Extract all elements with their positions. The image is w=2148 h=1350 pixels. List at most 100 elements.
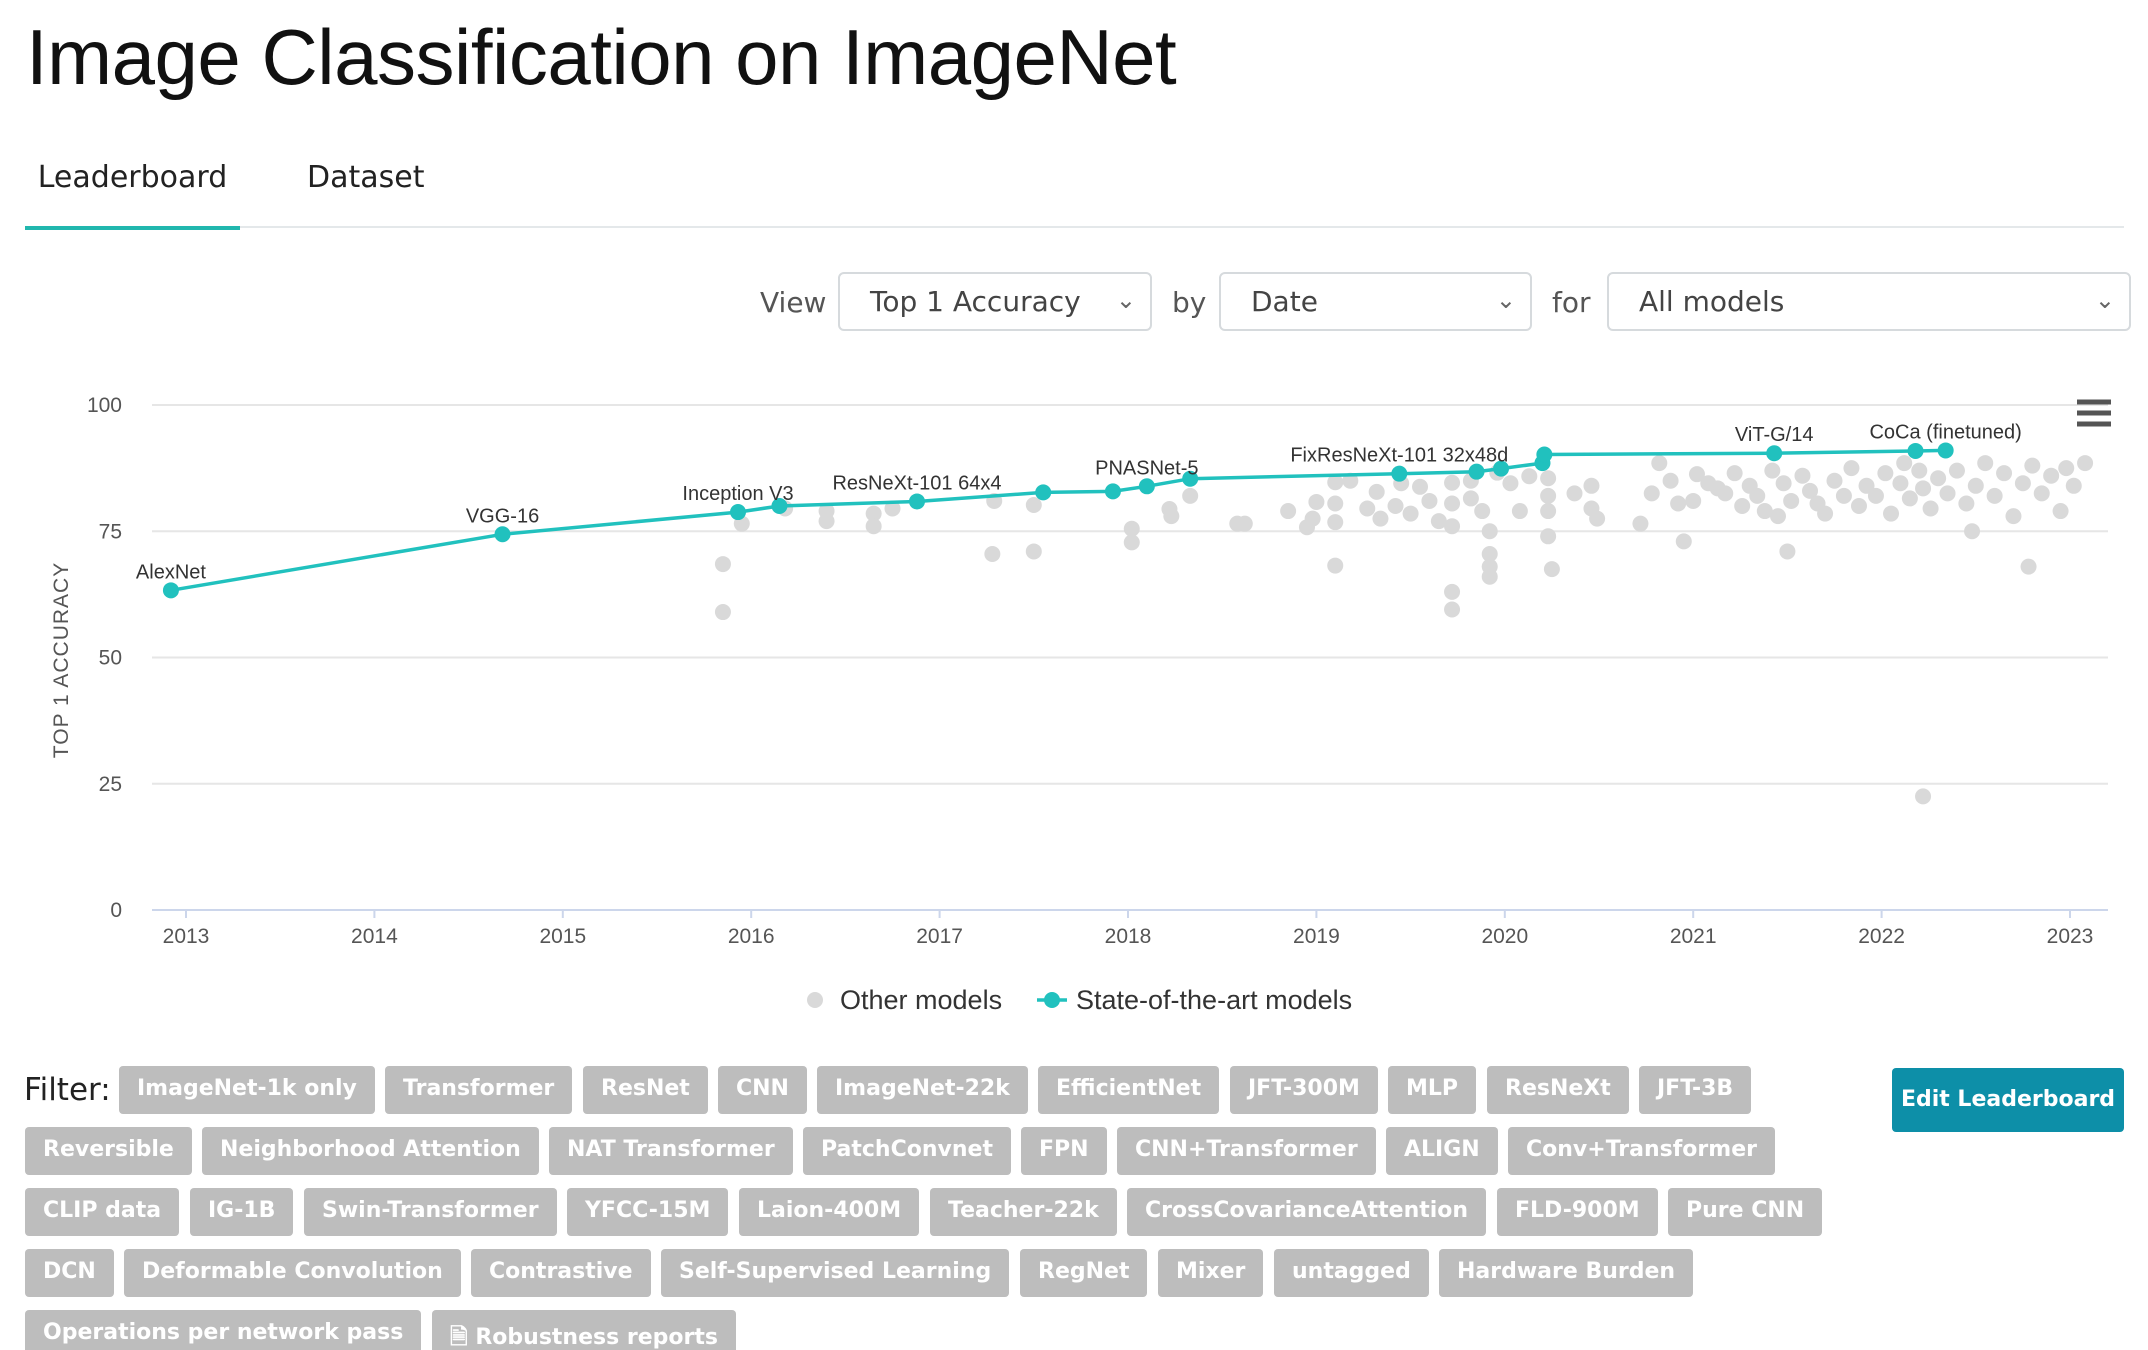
other-model-point[interactable] xyxy=(865,505,882,522)
filter-tag-imagenet-1k-only[interactable]: ImageNet-1k only xyxy=(119,1066,375,1114)
sota-model-point[interactable] xyxy=(1766,445,1783,462)
other-model-point[interactable] xyxy=(1964,523,1981,540)
other-model-point[interactable] xyxy=(1481,568,1498,585)
other-model-point[interactable] xyxy=(2033,485,2050,502)
other-model-point[interactable] xyxy=(1444,583,1461,600)
filter-tag-swin-transformer[interactable]: Swin-Transformer xyxy=(304,1188,557,1236)
other-model-point[interactable] xyxy=(1589,510,1606,527)
other-model-point[interactable] xyxy=(714,556,731,573)
other-model-point[interactable] xyxy=(1327,474,1344,491)
other-model-point[interactable] xyxy=(1421,492,1438,509)
other-model-point[interactable] xyxy=(1958,495,1975,512)
filter-tag-clip-data[interactable]: CLIP data xyxy=(25,1188,180,1236)
other-model-point[interactable] xyxy=(1717,485,1734,502)
filter-tag-teacher-22k[interactable]: Teacher-22k xyxy=(930,1188,1117,1236)
filter-tag-robustness-reports[interactable]: 🗎 Robustness reports xyxy=(432,1310,736,1350)
other-model-point[interactable] xyxy=(1779,543,1796,560)
filter-tag-imagenet-22k[interactable]: ImageNet-22k xyxy=(817,1066,1028,1114)
filter-tag-pure-cnn[interactable]: Pure CNN xyxy=(1668,1188,1823,1236)
other-model-point[interactable] xyxy=(1543,561,1560,578)
other-model-point[interactable] xyxy=(884,500,901,517)
filter-tag-crosscovarianceattention[interactable]: CrossCovarianceAttention xyxy=(1127,1188,1487,1236)
other-model-point[interactable] xyxy=(1850,498,1867,514)
other-model-point[interactable] xyxy=(2014,475,2031,492)
filter-tag-efficientnet[interactable]: EfficientNet xyxy=(1038,1066,1220,1114)
other-model-point[interactable] xyxy=(2024,457,2041,474)
other-model-point[interactable] xyxy=(1764,462,1781,479)
other-model-point[interactable] xyxy=(1783,492,1800,509)
filter-tag-regnet[interactable]: RegNet xyxy=(1020,1249,1148,1297)
by-select[interactable]: Date ⌄ xyxy=(1219,272,1532,331)
other-model-point[interactable] xyxy=(2020,558,2037,575)
filter-tag-conv-transformer[interactable]: Conv+Transformer xyxy=(1508,1127,1775,1175)
other-model-point[interactable] xyxy=(1236,515,1253,532)
other-model-point[interactable] xyxy=(1675,533,1692,550)
other-model-point[interactable] xyxy=(1726,465,1743,482)
other-model-point[interactable] xyxy=(1977,455,1994,472)
other-model-point[interactable] xyxy=(1877,465,1894,482)
other-model-point[interactable] xyxy=(1930,470,1947,487)
filter-tag-dcn[interactable]: DCN xyxy=(25,1249,114,1297)
other-model-point[interactable] xyxy=(2052,503,2069,520)
other-model-point[interactable] xyxy=(1756,503,1773,520)
other-model-point[interactable] xyxy=(1327,514,1344,531)
other-model-point[interactable] xyxy=(1025,496,1042,513)
other-model-point[interactable] xyxy=(1444,474,1461,491)
other-model-point[interactable] xyxy=(1402,505,1419,522)
other-model-point[interactable] xyxy=(1511,503,1528,520)
other-model-point[interactable] xyxy=(1359,500,1376,517)
other-model-point[interactable] xyxy=(1368,483,1385,500)
other-model-point[interactable] xyxy=(1769,508,1786,525)
legend-sota-label[interactable]: State-of-the-art models xyxy=(1076,985,1352,1015)
other-model-point[interactable] xyxy=(1817,505,1834,522)
other-model-point[interactable] xyxy=(1794,467,1811,484)
other-model-point[interactable] xyxy=(1670,495,1687,512)
other-model-point[interactable] xyxy=(1734,498,1751,514)
filter-tag-resnext[interactable]: ResNeXt xyxy=(1487,1066,1629,1114)
other-model-point[interactable] xyxy=(1843,460,1860,477)
other-model-point[interactable] xyxy=(1444,495,1461,512)
filter-tag-self-supervised-learning[interactable]: Self-Supervised Learning xyxy=(661,1249,1010,1297)
other-model-point[interactable] xyxy=(1883,505,1900,522)
other-model-point[interactable] xyxy=(1372,510,1389,527)
other-model-point[interactable] xyxy=(1939,485,1956,502)
other-model-point[interactable] xyxy=(1280,503,1297,520)
sota-model-point[interactable] xyxy=(1468,463,1485,480)
other-model-point[interactable] xyxy=(714,604,731,621)
filter-tag-fpn[interactable]: FPN xyxy=(1021,1127,1107,1175)
filter-tag-contrastive[interactable]: Contrastive xyxy=(471,1249,651,1297)
other-model-point[interactable] xyxy=(1327,557,1344,574)
other-model-point[interactable] xyxy=(1308,493,1325,510)
other-model-point[interactable] xyxy=(1444,518,1461,535)
sota-model-point[interactable] xyxy=(1907,442,1924,459)
other-model-point[interactable] xyxy=(1651,455,1668,472)
filter-tag-deformable-convolution[interactable]: Deformable Convolution xyxy=(124,1249,461,1297)
other-model-point[interactable] xyxy=(1540,470,1557,487)
filter-tag-jft-3b[interactable]: JFT-3B xyxy=(1639,1066,1752,1114)
filter-tag-jft-300m[interactable]: JFT-300M xyxy=(1230,1066,1378,1114)
other-model-point[interactable] xyxy=(1892,475,1909,492)
other-model-point[interactable] xyxy=(1123,534,1140,551)
filter-tag-ig-1b[interactable]: IG-1B xyxy=(190,1188,294,1236)
filter-tag-reversible[interactable]: Reversible xyxy=(25,1127,192,1175)
other-model-point[interactable] xyxy=(1662,472,1679,489)
other-model-point[interactable] xyxy=(1858,477,1875,494)
other-model-point[interactable] xyxy=(2077,455,2094,472)
sota-model-point[interactable] xyxy=(730,504,747,521)
other-model-point[interactable] xyxy=(1826,472,1843,489)
other-model-point[interactable] xyxy=(1412,478,1429,495)
other-model-point[interactable] xyxy=(1749,487,1766,504)
other-model-point[interactable] xyxy=(1342,472,1359,489)
tab-leaderboard[interactable]: Leaderboard xyxy=(25,150,240,230)
other-model-point[interactable] xyxy=(1583,477,1600,494)
other-model-point[interactable] xyxy=(1922,500,1939,517)
filter-tag-nat-transformer[interactable]: NAT Transformer xyxy=(549,1127,793,1175)
filter-tag-resnet[interactable]: ResNet xyxy=(583,1066,708,1114)
other-model-point[interactable] xyxy=(1948,462,1965,479)
filter-tag-fld-900m[interactable]: FLD-900M xyxy=(1497,1188,1658,1236)
view-select[interactable]: Top 1 Accuracy ⌄ xyxy=(838,272,1152,331)
other-model-point[interactable] xyxy=(1502,475,1519,492)
sota-model-point[interactable] xyxy=(1035,484,1052,501)
other-model-point[interactable] xyxy=(1915,788,1932,805)
other-model-point[interactable] xyxy=(984,545,1001,562)
